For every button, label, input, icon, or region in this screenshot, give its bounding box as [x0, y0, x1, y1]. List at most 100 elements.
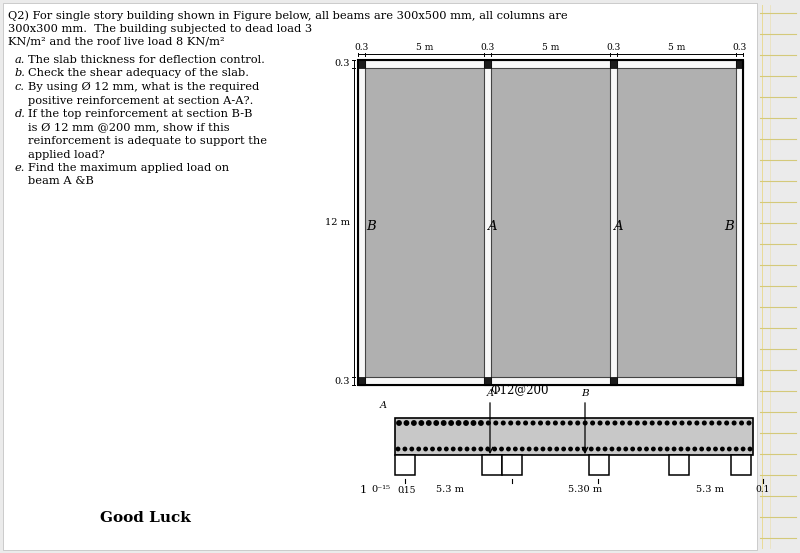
Circle shape	[397, 421, 401, 425]
Circle shape	[538, 421, 542, 425]
Text: Good Luck: Good Luck	[100, 511, 190, 525]
Text: B: B	[581, 389, 589, 398]
Circle shape	[645, 447, 648, 451]
Circle shape	[479, 447, 482, 451]
Circle shape	[748, 447, 752, 451]
Circle shape	[403, 447, 406, 451]
Circle shape	[506, 447, 510, 451]
Circle shape	[742, 447, 745, 451]
Bar	[358, 60, 743, 385]
Circle shape	[686, 447, 690, 451]
Circle shape	[727, 447, 731, 451]
Circle shape	[412, 421, 416, 425]
Text: The slab thickness for deflection control.: The slab thickness for deflection contro…	[28, 55, 265, 65]
Text: 300x300 mm.  The building subjected to dead load 3: 300x300 mm. The building subjected to de…	[8, 23, 312, 34]
Circle shape	[700, 447, 703, 451]
Text: 0: 0	[397, 486, 403, 495]
Circle shape	[555, 447, 558, 451]
Circle shape	[561, 421, 565, 425]
Text: A: A	[487, 220, 497, 233]
Circle shape	[650, 421, 654, 425]
Text: b.: b.	[15, 69, 26, 79]
Text: Q2) For single story building shown in Figure below, all beams are 300x500 mm, a: Q2) For single story building shown in F…	[8, 10, 568, 20]
Text: d.: d.	[15, 109, 26, 119]
Circle shape	[610, 447, 614, 451]
Circle shape	[410, 447, 414, 451]
Bar	[669, 455, 689, 475]
Circle shape	[582, 447, 586, 451]
Circle shape	[419, 421, 423, 425]
Text: Check the shear adequacy of the slab.: Check the shear adequacy of the slab.	[28, 69, 249, 79]
Text: 5.3 m: 5.3 m	[436, 485, 464, 494]
Circle shape	[509, 421, 513, 425]
Text: 0.3: 0.3	[334, 59, 350, 69]
Circle shape	[583, 421, 587, 425]
Circle shape	[658, 447, 662, 451]
Circle shape	[590, 447, 593, 451]
Circle shape	[718, 421, 721, 425]
Circle shape	[434, 421, 438, 425]
Circle shape	[652, 447, 655, 451]
Circle shape	[534, 447, 538, 451]
Circle shape	[527, 447, 531, 451]
Circle shape	[621, 421, 624, 425]
Circle shape	[734, 447, 738, 451]
Text: e.: e.	[15, 163, 26, 173]
Text: beam A &B: beam A &B	[28, 176, 94, 186]
Circle shape	[732, 421, 736, 425]
Bar	[617, 67, 736, 377]
Circle shape	[458, 447, 462, 451]
Circle shape	[688, 421, 691, 425]
Bar	[482, 455, 502, 475]
Circle shape	[672, 447, 676, 451]
Text: 5 m: 5 m	[668, 43, 685, 52]
Circle shape	[638, 447, 642, 451]
Circle shape	[680, 421, 684, 425]
Circle shape	[598, 421, 602, 425]
Circle shape	[417, 447, 421, 451]
Text: B: B	[366, 220, 376, 233]
Text: KN/m² and the roof live load 8 KN/m²: KN/m² and the roof live load 8 KN/m²	[8, 37, 225, 47]
Text: 5.30 m: 5.30 m	[568, 485, 602, 494]
Circle shape	[631, 447, 634, 451]
Circle shape	[554, 421, 557, 425]
Text: Find the maximum applied load on: Find the maximum applied load on	[28, 163, 229, 173]
Circle shape	[613, 421, 617, 425]
Circle shape	[562, 447, 566, 451]
Text: A: A	[486, 389, 494, 398]
Circle shape	[546, 421, 550, 425]
Circle shape	[725, 421, 729, 425]
Text: 0.3: 0.3	[480, 43, 494, 52]
Text: 0.3: 0.3	[606, 43, 621, 52]
Circle shape	[396, 447, 400, 451]
Bar	[491, 67, 610, 377]
Text: 0.1: 0.1	[755, 485, 770, 494]
Text: reinforcement is adequate to support the: reinforcement is adequate to support the	[28, 136, 267, 146]
Bar	[484, 377, 491, 385]
Circle shape	[666, 447, 669, 451]
Bar	[484, 60, 491, 67]
Text: a.: a.	[15, 55, 26, 65]
Circle shape	[591, 421, 594, 425]
Circle shape	[707, 447, 710, 451]
Bar	[589, 455, 609, 475]
Circle shape	[442, 421, 446, 425]
Circle shape	[628, 421, 632, 425]
Text: Φ12@200: Φ12@200	[490, 383, 550, 396]
Bar	[358, 60, 365, 385]
Circle shape	[721, 447, 724, 451]
Circle shape	[679, 447, 682, 451]
Circle shape	[576, 447, 579, 451]
Text: positive reinforcement at section A-A?.: positive reinforcement at section A-A?.	[28, 96, 254, 106]
Circle shape	[524, 421, 527, 425]
Circle shape	[471, 421, 476, 425]
Circle shape	[431, 447, 434, 451]
Bar	[365, 67, 484, 377]
Circle shape	[456, 421, 461, 425]
Text: A: A	[380, 401, 387, 410]
Circle shape	[747, 421, 750, 425]
Circle shape	[714, 447, 717, 451]
Circle shape	[569, 447, 572, 451]
Circle shape	[576, 421, 579, 425]
Text: 12 m: 12 m	[325, 218, 350, 227]
